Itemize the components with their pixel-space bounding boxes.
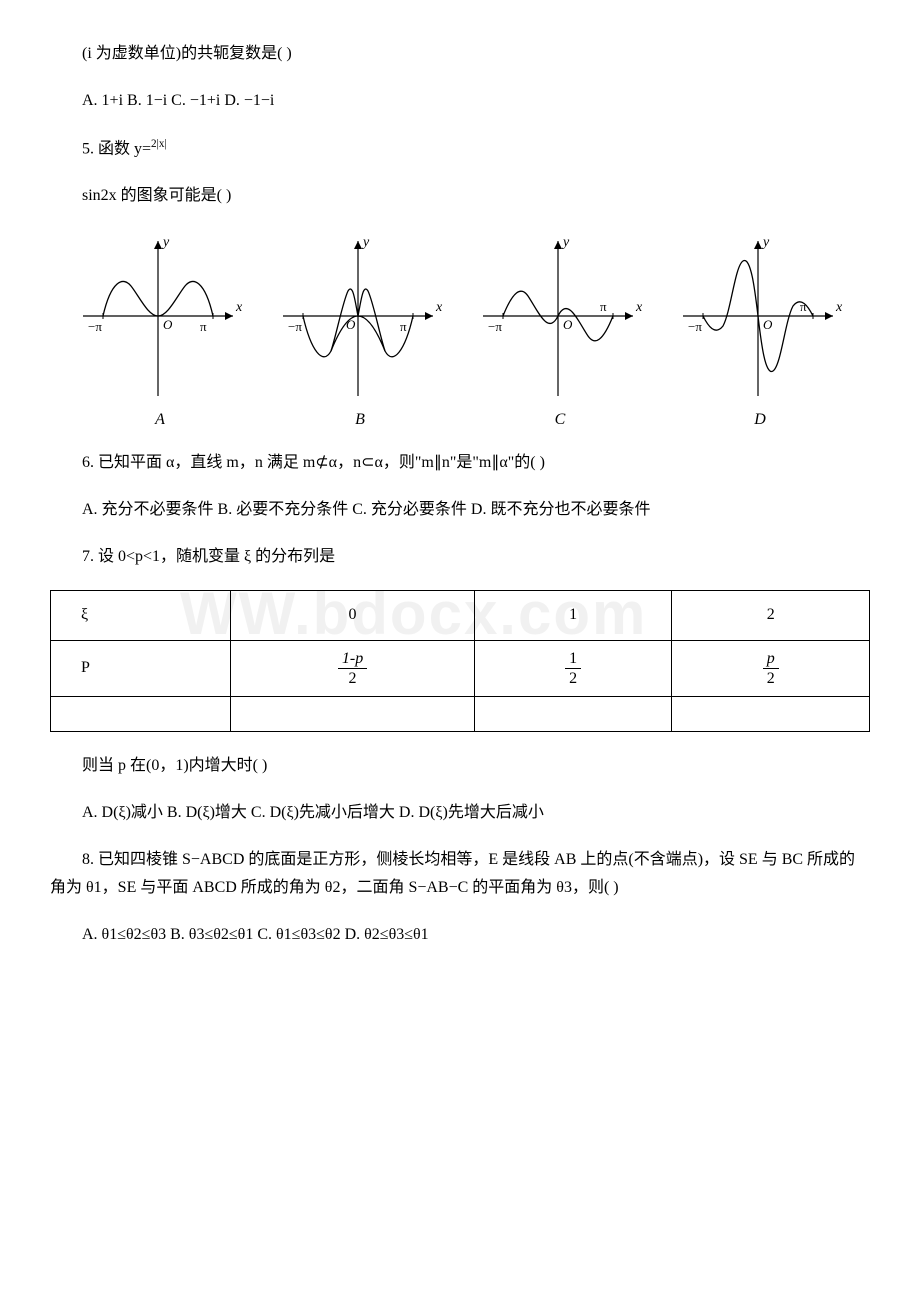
frac-2-top: 1 — [565, 649, 581, 669]
q5-exponent: 2|x| — [151, 138, 167, 150]
q7-options: A. D(ξ)减小 B. D(ξ)增大 C. D(ξ)先减小后增大 D. D(ξ… — [50, 799, 870, 828]
frac-1-bot: 2 — [338, 669, 367, 688]
frac-3-top: p — [763, 649, 779, 669]
cell-p-label: P — [51, 640, 231, 696]
cell-p-1: 1 2 — [474, 640, 672, 696]
q5-text-a: 5. 函数 y= — [82, 140, 151, 157]
graph-d: x y −π π O D — [673, 231, 848, 435]
graph-c: x y −π π O C — [473, 231, 648, 435]
frac-3: p 2 — [763, 649, 779, 688]
svg-text:π: π — [800, 299, 807, 314]
cell-empty-2 — [474, 697, 672, 732]
frac-2-bot: 2 — [565, 669, 581, 688]
table-row-empty — [51, 697, 870, 732]
svg-text:O: O — [763, 317, 773, 332]
table-row-xi: ξ 0 1 2 — [51, 590, 870, 640]
graph-c-svg: x y −π π O — [473, 231, 648, 401]
graph-d-label: D — [673, 406, 848, 435]
q4-options: A. 1+i B. 1−i C. −1+i D. −1−i — [50, 87, 870, 116]
graph-d-svg: x y −π π O — [673, 231, 848, 401]
frac-1: 1-p 2 — [338, 649, 367, 688]
svg-text:−π: −π — [488, 319, 502, 334]
cell-empty-0 — [51, 697, 231, 732]
svg-text:y: y — [761, 235, 770, 250]
cell-xi-2: 2 — [672, 590, 870, 640]
svg-text:π: π — [400, 319, 407, 334]
q7-then: 则当 p 在(0，1)内增大时( ) — [50, 752, 870, 781]
graph-b-label: B — [273, 406, 448, 435]
cell-xi-0: 0 — [231, 590, 475, 640]
svg-text:x: x — [235, 300, 243, 315]
cell-p-2: p 2 — [672, 640, 870, 696]
svg-text:x: x — [635, 300, 643, 315]
graph-b-svg: x y −π π O — [273, 231, 448, 401]
q8-stem: 8. 已知四棱锥 S−ABCD 的底面是正方形，侧棱长均相等，E 是线段 AB … — [50, 846, 870, 904]
svg-text:−π: −π — [288, 319, 302, 334]
svg-text:y: y — [161, 235, 170, 250]
svg-text:O: O — [563, 317, 573, 332]
svg-text:π: π — [600, 299, 607, 314]
svg-text:y: y — [561, 235, 570, 250]
cell-xi-label: ξ — [51, 590, 231, 640]
graph-a: x y −π π O A — [73, 231, 248, 435]
q8-options: A. θ1≤θ2≤θ3 B. θ3≤θ2≤θ1 C. θ1≤θ3≤θ2 D. θ… — [50, 921, 870, 950]
q6-stem: 6. 已知平面 α，直线 m，n 满足 m⊄α，n⊂α，则"m∥n"是"m∥α"… — [50, 449, 870, 478]
svg-text:π: π — [200, 319, 207, 334]
svg-text:x: x — [435, 300, 443, 315]
q4-stem-line: (i 为虚数单位)的共轭复数是( ) — [50, 40, 870, 69]
svg-text:x: x — [835, 300, 843, 315]
graph-b: x y −π π O B — [273, 231, 448, 435]
graph-a-label: A — [73, 406, 248, 435]
cell-empty-3 — [672, 697, 870, 732]
frac-3-bot: 2 — [763, 669, 779, 688]
q7-stem: 7. 设 0<p<1，随机变量 ξ 的分布列是 — [50, 543, 870, 572]
svg-text:O: O — [163, 317, 173, 332]
cell-empty-1 — [231, 697, 475, 732]
cell-p-0: 1-p 2 — [231, 640, 475, 696]
cell-xi-1: 1 — [474, 590, 672, 640]
q5-stem-a: 5. 函数 y=2|x| — [50, 134, 870, 164]
table-row-p: P 1-p 2 1 2 p 2 — [51, 640, 870, 696]
svg-text:−π: −π — [688, 319, 702, 334]
graph-c-label: C — [473, 406, 648, 435]
q5-stem-b: sin2x 的图象可能是( ) — [50, 182, 870, 211]
svg-text:−π: −π — [88, 319, 102, 334]
q6-options: A. 充分不必要条件 B. 必要不充分条件 C. 充分必要条件 D. 既不充分也… — [50, 496, 870, 525]
frac-2: 1 2 — [565, 649, 581, 688]
frac-1-top: 1-p — [338, 649, 367, 669]
svg-text:y: y — [361, 235, 370, 250]
distribution-table: ξ 0 1 2 P 1-p 2 1 2 p 2 — [50, 590, 870, 732]
graphs-row: x y −π π O A x y −π π O B — [50, 231, 870, 435]
graph-a-svg: x y −π π O — [73, 231, 248, 401]
